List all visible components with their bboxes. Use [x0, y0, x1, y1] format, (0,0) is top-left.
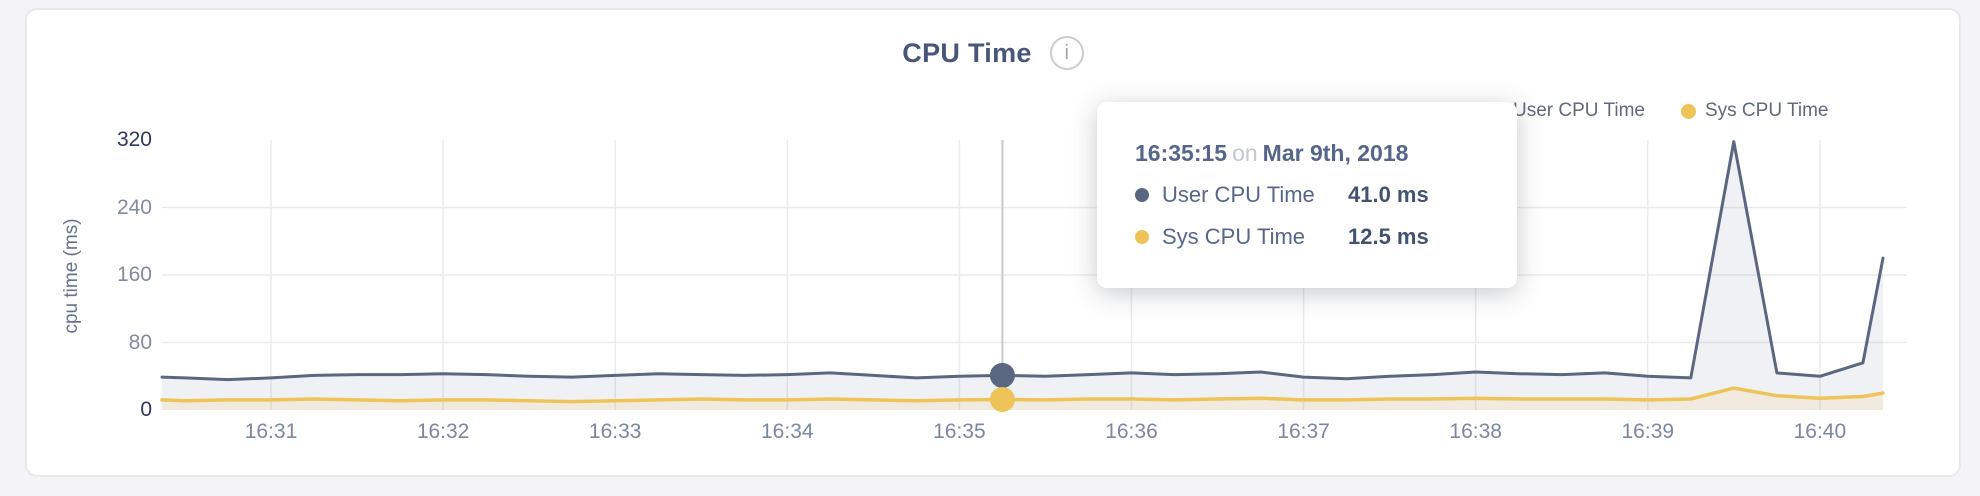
tooltip-sys-dot-icon	[1135, 230, 1149, 244]
tooltip-sys-value: 12.5 ms	[1348, 224, 1429, 249]
tooltip-sys-label: Sys CPU Time	[1162, 224, 1306, 249]
tooltip-title: 16:35:15 on Mar 9th, 2018	[1135, 140, 1517, 166]
crosshair-dot-sys-cpu[interactable]	[989, 387, 1015, 412]
sys-cpu-line	[160, 386, 1885, 404]
x-tick-label: 16:34	[761, 420, 814, 443]
y-tick-label: 0	[140, 398, 152, 421]
x-tick-label: 16:32	[416, 420, 470, 443]
info-icon[interactable]: i	[1049, 36, 1084, 70]
tooltip-row-sys: Sys CPU Time 12.5 ms	[1135, 224, 1517, 250]
tooltip-date: Mar 9th, 2018	[1262, 140, 1409, 166]
tooltip-row-user: User CPU Time 41.0 ms	[1135, 182, 1517, 208]
crosshair-dot-user-cpu[interactable]	[989, 362, 1015, 388]
chart-legend: User CPU Time Sys CPU Time	[1489, 100, 1829, 122]
x-tick-label: 16:38	[1449, 420, 1502, 443]
legend-item-sys-cpu-time[interactable]: Sys CPU Time	[1680, 100, 1829, 122]
x-tick-label: 16:31	[244, 420, 298, 443]
x-tick-label: 16:35	[933, 420, 986, 443]
user-cpu-area	[162, 141, 1883, 410]
legend-sys-label: Sys CPU Time	[1704, 100, 1829, 121]
chart-tooltip: 16:35:15 on Mar 9th, 2018 User CPU Time 41…	[1097, 102, 1517, 288]
tooltip-user-value: 41.0 ms	[1348, 182, 1429, 207]
x-tick-label: 16:36	[1105, 420, 1158, 443]
chart-header: CPU Time i	[27, 36, 1959, 70]
y-tick-label: 160	[116, 263, 152, 286]
legend-user-label: User CPU Time	[1513, 100, 1645, 121]
sys-cpu-area	[162, 388, 1883, 410]
y-tick-label: 320	[116, 128, 152, 151]
legend-sys-dot-icon	[1680, 103, 1696, 119]
x-tick-label: 16:33	[588, 420, 642, 443]
user-cpu-line	[160, 140, 1885, 382]
y-tick-label: 80	[128, 330, 152, 354]
chart-card: CPU Time i cpu time (ms) User CPU Time S…	[25, 8, 1961, 477]
page-title: CPU Time	[902, 37, 1032, 68]
x-tick-label: 16:37	[1277, 420, 1330, 443]
tooltip-user-dot-icon	[1135, 188, 1149, 202]
x-tick-label: 16:39	[1621, 420, 1675, 443]
tooltip-user-label: User CPU Time	[1162, 182, 1315, 207]
tooltip-connector: on	[1232, 140, 1258, 166]
chart-plot-area[interactable]	[27, 10, 1959, 475]
x-tick-label: 16:40	[1793, 420, 1847, 443]
tooltip-time: 16:35:15	[1135, 140, 1228, 166]
y-tick-label: 240	[116, 195, 152, 219]
